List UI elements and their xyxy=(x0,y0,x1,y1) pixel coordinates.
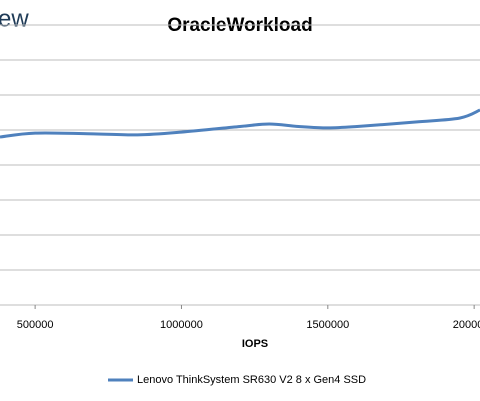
brand-logo: ew xyxy=(0,5,29,32)
x-tick-label: 2000000 xyxy=(453,319,480,331)
x-tick-label: 1000000 xyxy=(160,319,203,331)
chart-title: OracleWorkload xyxy=(167,15,312,36)
x-tick-label: 1500000 xyxy=(306,319,349,331)
legend-label: Lenovo ThinkSystem SR630 V2 8 x Gen4 SSD xyxy=(137,374,366,386)
x-axis-label: IOPS xyxy=(242,338,268,350)
data-line xyxy=(0,108,480,139)
x-tick-label: 500000 xyxy=(17,319,54,331)
